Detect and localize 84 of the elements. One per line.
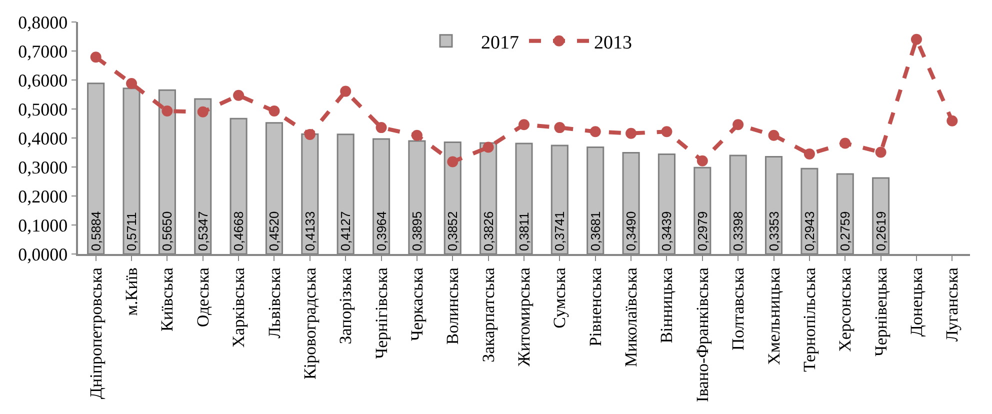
point [162,106,173,117]
data-label: 0,3681 [588,211,603,251]
x-tick-label: Закарпатська [478,267,498,362]
x-tick-label: Хмельницька [764,267,784,365]
data-label: 0,3826 [480,211,496,251]
x-tick-label: Полтавська [728,267,748,351]
data-label: 0,5884 [88,211,104,251]
point [197,106,208,118]
data-label: 0,3490 [624,211,639,251]
point [126,78,138,89]
x-tick-label: Сумська [550,267,570,328]
point [946,115,958,126]
point [340,86,352,97]
point [90,52,102,63]
point [590,126,601,138]
point [268,106,280,117]
point [447,156,458,168]
data-label: 0,3811 [516,212,532,251]
x-tick-label: Кіровоградська [300,267,320,380]
point [910,34,922,45]
x-tick-label: Волинська [443,267,462,345]
y-tick-label: 0,2000 [18,186,68,206]
x-tick-label: Дніпропетровська [86,267,106,400]
y-tick-label: 0,4000 [18,128,68,148]
y-tick-label: 0,6000 [18,70,68,90]
data-label: 0,2619 [873,211,888,251]
data-label: 0,2943 [802,211,817,251]
legend-label: 2013 [594,32,632,54]
x-tick-label: Черкаська [407,267,426,342]
data-label: 0,5347 [195,211,210,251]
y-tick-label: 0,7000 [18,41,68,62]
data-label: 0,2979 [694,211,710,251]
y-tick-label: 0,0000 [18,244,68,264]
data-label: 0,2759 [838,211,853,251]
x-tick-label: Івано-Франківська [692,267,712,402]
data-label: 0,4133 [302,211,318,251]
point [554,122,566,134]
point [482,142,494,153]
point [376,122,387,134]
data-label: 0,5711 [124,212,140,251]
x-tick-label: Львівська [264,267,284,338]
x-tick-label: Запорізька [336,267,356,344]
x-tick-label: Харківська [229,267,248,348]
x-tick-label: Херсонська [836,267,855,352]
data-label: 0,3852 [445,211,460,251]
x-tick-label: Тернопільська [800,267,819,372]
data-label: 0,3964 [374,211,389,251]
x-tick-label: Київська [158,267,177,332]
data-label: 0,3741 [552,211,568,251]
point [732,119,744,130]
x-tick-label: Одеська [193,267,212,328]
x-tick-label: Луганська [942,267,962,342]
x-tick-label: Миколаївська [622,267,641,367]
y-tick-label: 0,8000 [18,12,68,32]
x-tick-label: Житомирська [514,267,534,366]
y-tick-label: 0,1000 [18,215,68,236]
point [626,128,637,139]
x-tick-label: Чернігівська [372,267,391,359]
legend-label: 2017 [481,32,519,54]
point [661,126,672,138]
data-label: 0,3439 [659,211,674,251]
point [518,119,530,130]
point [411,130,422,141]
point [304,129,316,140]
point [233,90,244,101]
point [768,130,780,141]
point [875,146,886,158]
x-tick-label: Донецька [907,267,926,337]
data-label: 0,3895 [409,211,424,251]
point [840,138,851,149]
data-label: 0,3398 [730,211,746,251]
x-tick-label: Рівненська [586,267,605,346]
x-tick-label: Чернівецька [871,267,890,356]
x-tick-label: м.Київ [122,268,142,316]
y-tick-label: 0,3000 [18,157,68,178]
data-label: 0,5650 [160,211,175,251]
data-label: 0,4668 [231,211,246,251]
x-tick-label: Вінницька [657,267,676,344]
point [804,148,815,160]
data-label: 0,3353 [766,211,782,251]
y-tick-label: 0,5000 [18,99,68,120]
data-label: 0,4520 [266,211,282,251]
data-label: 0,4127 [338,211,354,251]
point [696,155,708,166]
